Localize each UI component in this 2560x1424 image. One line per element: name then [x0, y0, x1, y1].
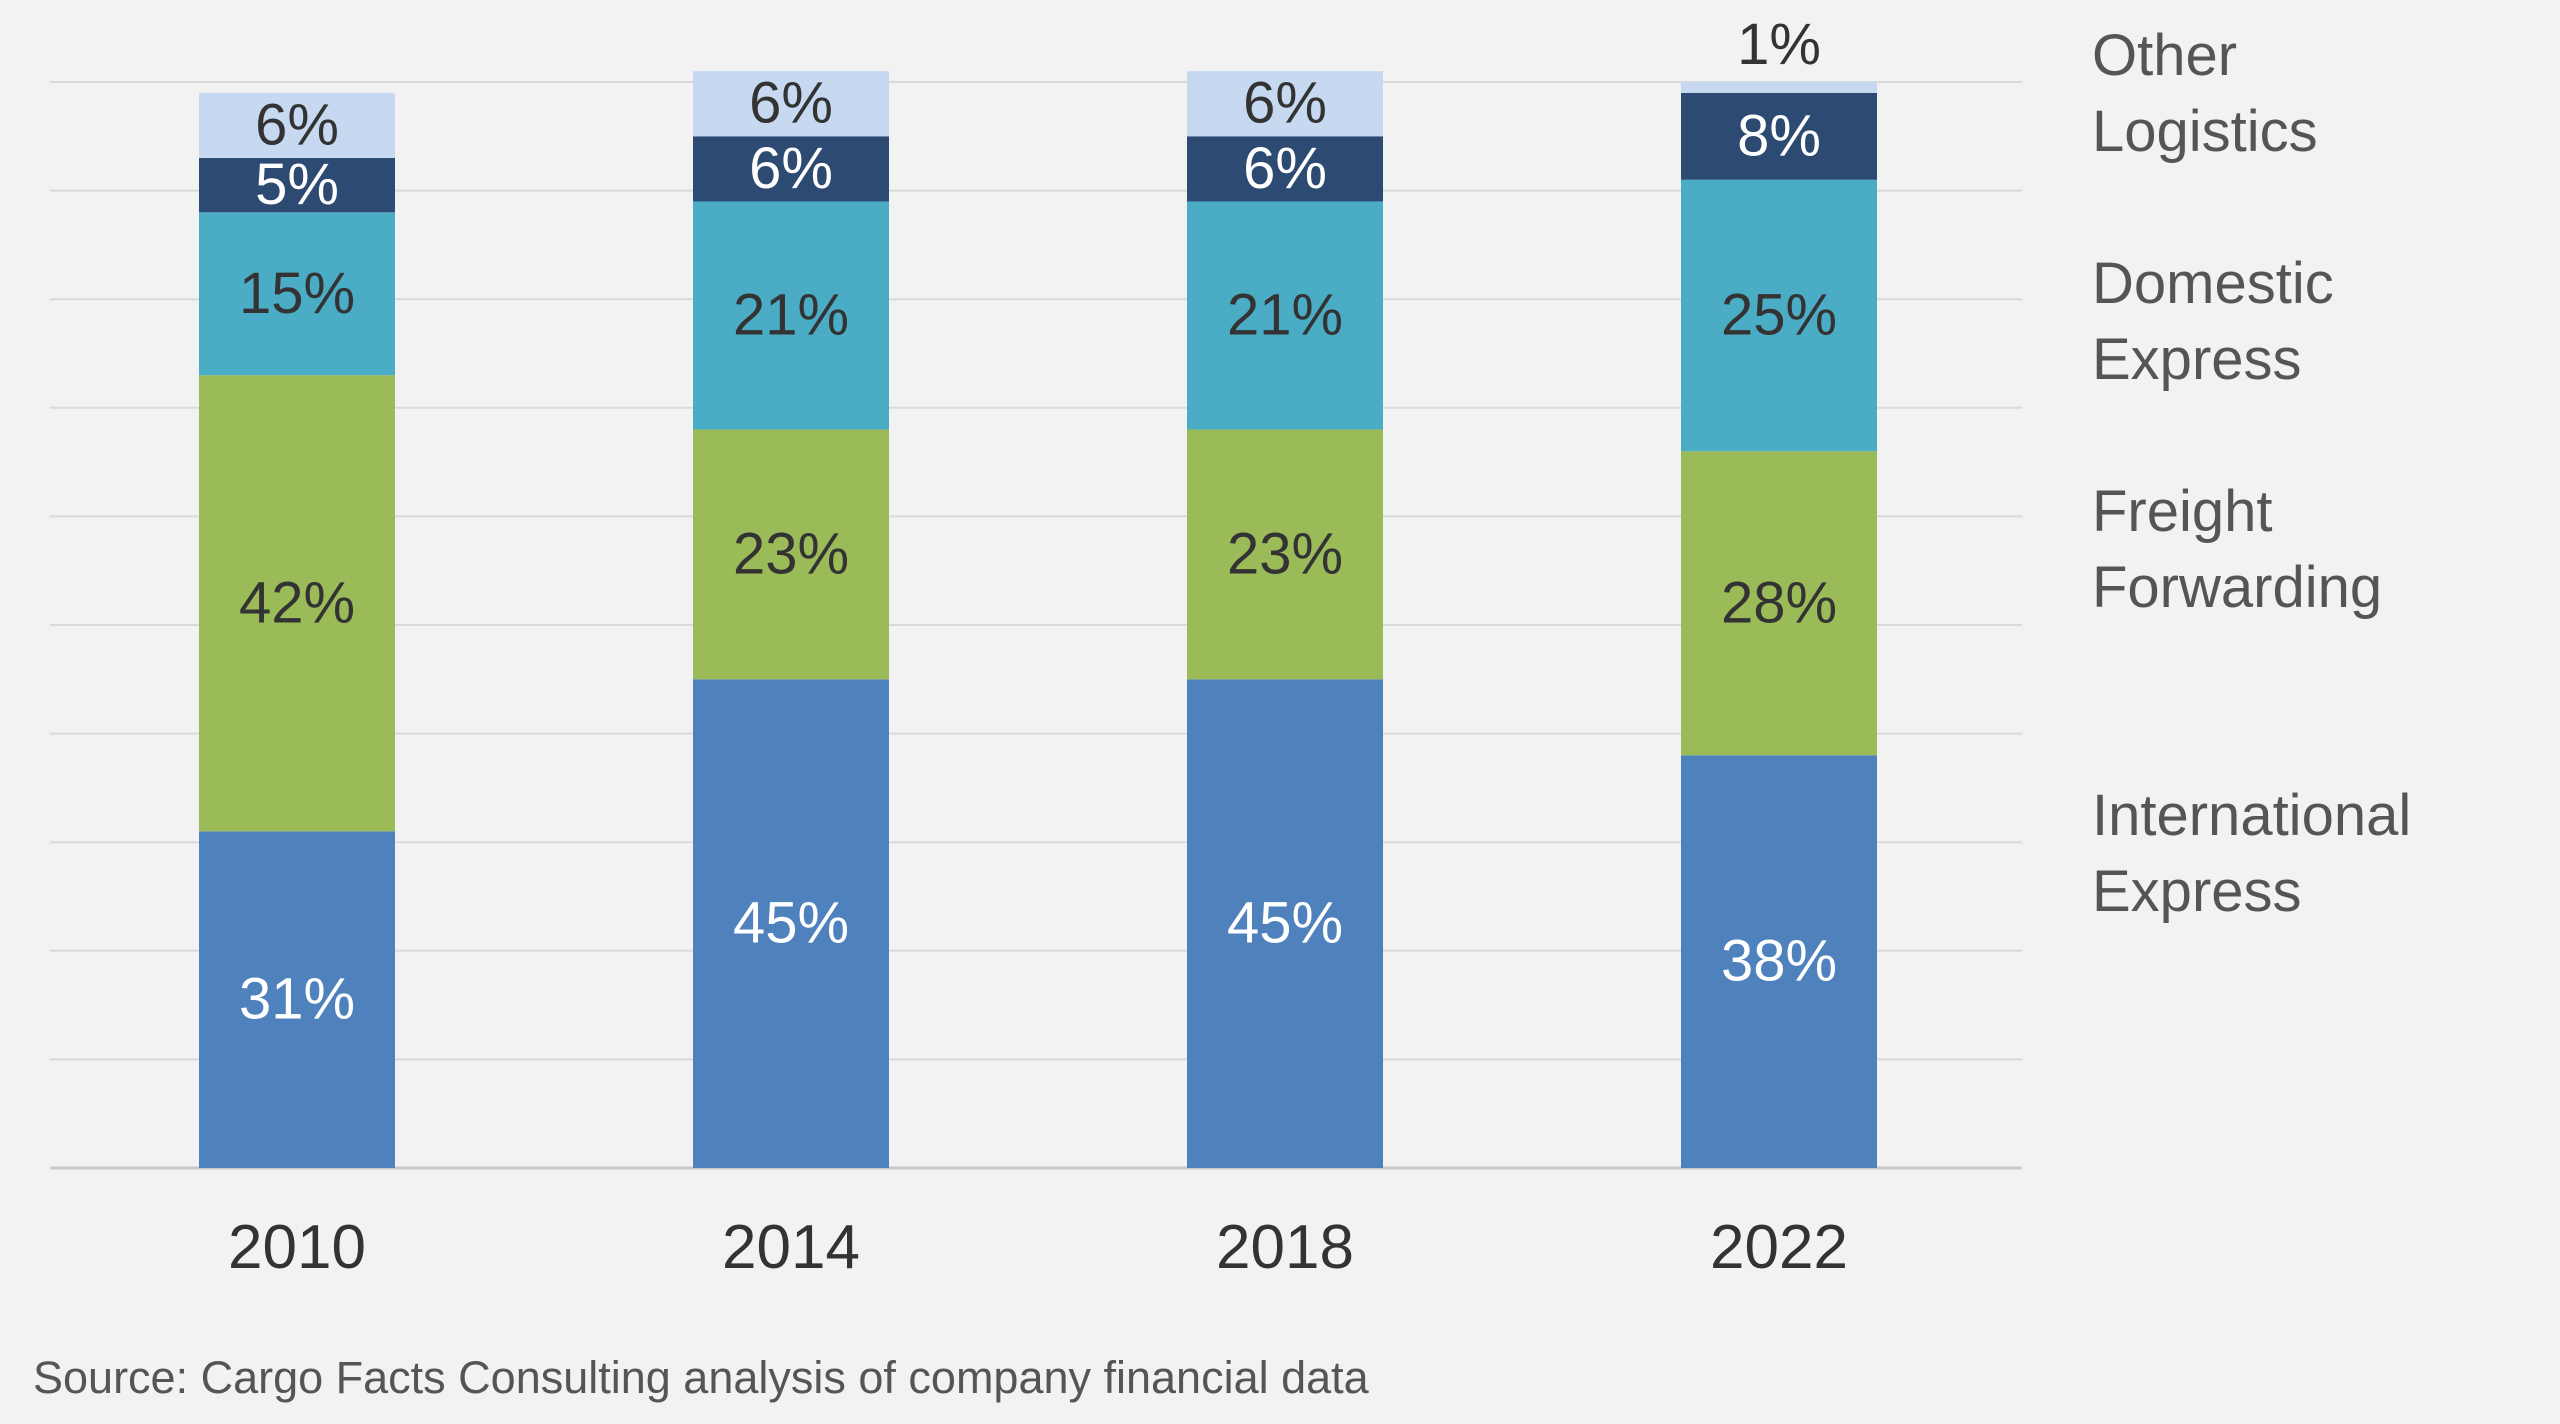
bar-segment-2022-5 [1681, 82, 1877, 93]
legend-label: Freight [2092, 479, 2273, 544]
legend-label: Domestic [2092, 251, 2334, 316]
bar-segment-2022-4 [1681, 92, 1877, 180]
legend-label: International [2092, 783, 2411, 848]
bar-segment-2010-5 [199, 92, 395, 159]
bar-segment-2018-5 [1187, 71, 1383, 137]
x-tick-label: 2018 [1216, 1213, 1354, 1282]
legend-label: Forwarding [2092, 555, 2382, 620]
data-label: 23% [733, 521, 849, 586]
source-note: Source: Cargo Facts Consulting analysis … [33, 1352, 1369, 1403]
data-label: 1% [1737, 12, 1821, 77]
data-label: 28% [1721, 570, 1837, 635]
bar-segment-2014-5 [693, 71, 889, 137]
data-label: 38% [1721, 929, 1837, 994]
data-label: 5% [255, 152, 339, 217]
legend-label: Express [2092, 327, 2302, 392]
data-label: 8% [1737, 103, 1821, 168]
bar-segment-2010-3 [199, 212, 395, 376]
data-label: 23% [1227, 521, 1343, 586]
bar-segment-2014-3 [693, 201, 889, 430]
x-tick-label: 2010 [228, 1213, 366, 1282]
data-label: 21% [1227, 282, 1343, 347]
data-label: 15% [239, 261, 355, 326]
data-label: 6% [749, 136, 833, 201]
bar-segment-2022-2 [1681, 451, 1877, 756]
bar-segment-2010-2 [199, 375, 395, 832]
bar-segment-2018-4 [1187, 136, 1383, 202]
data-label: 42% [239, 570, 355, 635]
bar-segment-2014-2 [693, 429, 889, 680]
legend-label: Other [2092, 23, 2237, 88]
bar-segment-2014-1 [693, 679, 889, 1168]
bar-segment-2022-1 [1681, 755, 1877, 1168]
data-label: 21% [733, 282, 849, 347]
bar-segment-2010-4 [199, 158, 395, 213]
x-tick-label: 2022 [1710, 1213, 1848, 1282]
data-label: 45% [1227, 891, 1343, 956]
data-label: 6% [255, 92, 339, 157]
data-label: 6% [1243, 136, 1327, 201]
data-label: 45% [733, 891, 849, 956]
bar-segment-2018-3 [1187, 201, 1383, 430]
legend-label: Express [2092, 859, 2302, 924]
bar-segment-2014-4 [693, 136, 889, 202]
data-label: 25% [1721, 282, 1837, 347]
data-label: 6% [749, 71, 833, 136]
bar-segment-2010-1 [199, 831, 395, 1168]
bar-segment-2018-1 [1187, 679, 1383, 1168]
x-tick-label: 2014 [722, 1213, 860, 1282]
bar-segment-2018-2 [1187, 429, 1383, 680]
data-label: 6% [1243, 71, 1327, 136]
legend-label: Logistics [2092, 99, 2318, 164]
data-label: 31% [239, 967, 355, 1032]
bar-segment-2022-3 [1681, 179, 1877, 452]
